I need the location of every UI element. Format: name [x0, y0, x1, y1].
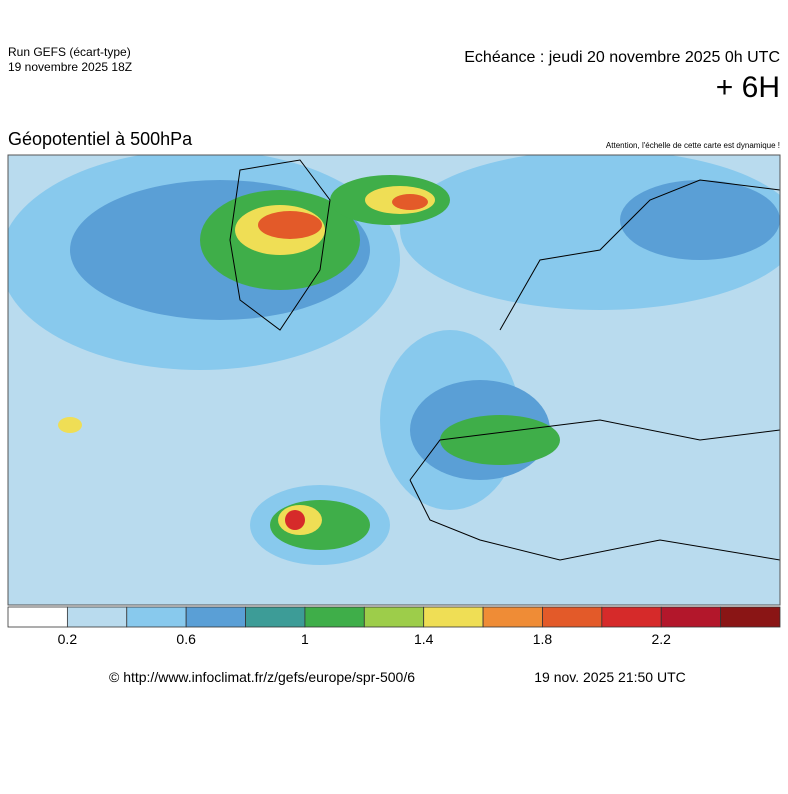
- legend-tick-label: 1.8: [533, 631, 553, 647]
- legend-swatch: [7, 606, 68, 628]
- map-title: Géopotentiel à 500hPa: [8, 129, 193, 149]
- legend-swatch: [245, 606, 306, 628]
- legend-tick-label: 0.2: [58, 631, 78, 647]
- legend-swatch: [601, 606, 662, 628]
- legend-tick-label: 1.4: [414, 631, 434, 647]
- run-date: 19 novembre 2025 18Z: [8, 60, 132, 74]
- footer-timestamp: 19 nov. 2025 21:50 UTC: [534, 669, 686, 685]
- lead-time: + 6H: [716, 71, 780, 104]
- footer-url: © http://www.infoclimat.fr/z/gefs/europe…: [109, 669, 415, 685]
- legend-tick-label: 1: [301, 631, 309, 647]
- legend-swatch: [304, 606, 365, 628]
- legend-swatch: [660, 606, 722, 628]
- forecast-label: Echéance : jeudi 20 novembre 2025 0h UTC: [464, 49, 780, 66]
- legend-tick-label: 2.2: [651, 631, 671, 647]
- legend-swatch: [126, 606, 187, 628]
- legend-tick-label: 0.6: [176, 631, 196, 647]
- legend-swatch: [542, 606, 603, 628]
- map: [7, 154, 781, 606]
- map-note: Attention, l'échelle de cette carte est …: [606, 141, 780, 150]
- run-label: Run GEFS (écart-type): [8, 45, 131, 59]
- legend-swatch: [363, 606, 425, 628]
- legend-swatch: [423, 606, 484, 628]
- legend-swatch: [482, 606, 543, 628]
- color-legend: 0.2 0.6 1 1.4 1.8 2.2: [7, 606, 781, 647]
- legend-swatch: [720, 606, 781, 628]
- legend-swatch: [66, 606, 128, 628]
- legend-swatch: [185, 606, 246, 628]
